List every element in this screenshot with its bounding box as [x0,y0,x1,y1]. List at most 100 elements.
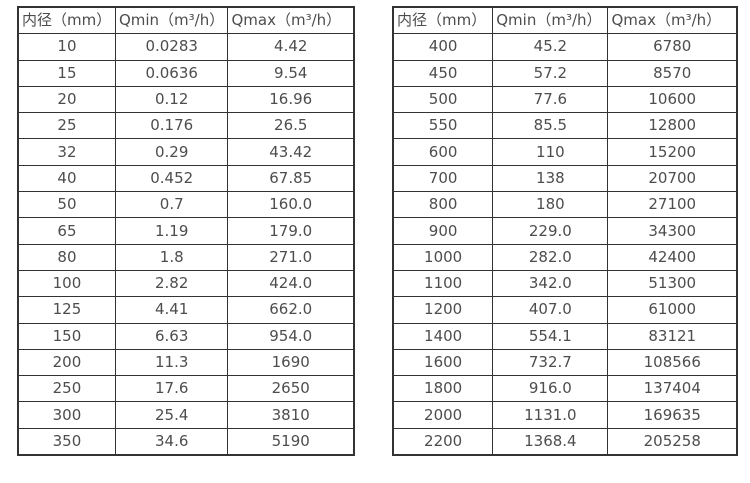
table-cell: 40 [17,164,116,193]
table-cell: 1000 [392,243,494,271]
table-cell: 350 [17,427,116,456]
table-cell: 20 [17,85,116,114]
table-cell: 80 [17,243,116,271]
table-cell: 15200 [607,138,738,166]
table-cell: 732.7 [492,348,609,377]
table-cell: 9.54 [227,59,355,87]
table-cell: 20700 [607,164,738,193]
header-cell: Qmax（m³/h） [607,6,738,35]
table-row: 600 110 15200 [392,138,738,166]
table-cell: 179.0 [227,217,355,245]
header-cell: Qmin（m³/h） [114,6,229,35]
table-cell: 424.0 [227,269,355,298]
table-cell: 1100 [392,269,494,298]
table-cell: 550 [392,112,494,140]
table-cell: 407.0 [492,296,609,324]
table-cell: 700 [392,164,494,193]
table-cell: 1.8 [114,243,229,271]
table-row: 800 180 27100 [392,191,738,219]
table-cell: 8570 [607,59,738,87]
table-cell: 160.0 [227,191,355,219]
table-cell: 800 [392,191,494,219]
table-cell: 83121 [607,322,738,350]
table-body: 10 0.0283 4.42 15 0.0636 9.54 20 0.12 16.96 25 0.1… [17,33,355,456]
table-row: 40 0.452 67.85 [17,164,355,193]
table-header: 内径（mm） Qmin（m³/h） Qmax（m³/h） [392,6,738,35]
table-row: 65 1.19 179.0 [17,217,355,245]
table-cell: 600 [392,138,494,166]
header-cell: 内径（mm） [17,6,116,35]
table-cell: 125 [17,296,116,324]
table-cell: 137404 [607,375,738,403]
table-cell: 1368.4 [492,427,609,456]
table-cell: 50 [17,191,116,219]
table-row: 125 4.41 662.0 [17,296,355,324]
table-cell: 954.0 [227,322,355,350]
header-row: 内径（mm） Qmin（m³/h） Qmax（m³/h） [17,6,355,35]
table-cell: 25 [17,112,116,140]
table-row: 350 34.6 5190 [17,427,355,456]
table-row: 1100 342.0 51300 [392,269,738,298]
table-cell: 2.82 [114,269,229,298]
table-cell: 2000 [392,401,494,429]
table-row: 25 0.176 26.5 [17,112,355,140]
table-cell: 0.452 [114,164,229,193]
table-cell: 45.2 [492,33,609,61]
table-cell: 4.41 [114,296,229,324]
flow-spec-table-large-diameters: 内径（mm） Qmin（m³/h） Qmax（m³/h） 400 45.2 6780 45… [392,6,738,457]
header-cell: Qmax（m³/h） [227,6,355,35]
table-cell: 10600 [607,85,738,114]
table-row: 550 85.5 12800 [392,112,738,140]
table-cell: 271.0 [227,243,355,271]
table-cell: 662.0 [227,296,355,324]
table-cell: 0.12 [114,85,229,114]
table-row: 500 77.6 10600 [392,85,738,114]
table-row: 100 2.82 424.0 [17,269,355,298]
table-cell: 2650 [227,375,355,403]
table-cell: 1400 [392,322,494,350]
table-row: 1400 554.1 83121 [392,322,738,350]
table-cell: 67.85 [227,164,355,193]
table-row: 2200 1368.4 205258 [392,427,738,456]
table-row: 20 0.12 16.96 [17,85,355,114]
table-cell: 77.6 [492,85,609,114]
table-cell: 65 [17,217,116,245]
table-cell: 250 [17,375,116,403]
header-row: 内径（mm） Qmin（m³/h） Qmax（m³/h） [392,6,738,35]
table-header: 内径（mm） Qmin（m³/h） Qmax（m³/h） [17,6,355,35]
header-cell: Qmin（m³/h） [492,6,609,35]
table-cell: 0.29 [114,138,229,166]
table-cell: 554.1 [492,322,609,350]
table-cell: 17.6 [114,375,229,403]
table-cell: 2200 [392,427,494,456]
table-row: 450 57.2 8570 [392,59,738,87]
header-cell: 内径（mm） [392,6,494,35]
table-row: 300 25.4 3810 [17,401,355,429]
table-cell: 0.176 [114,112,229,140]
table-body: 400 45.2 6780 450 57.2 8570 500 77.6 10600 550 85.… [392,33,738,456]
table-cell: 12800 [607,112,738,140]
table-cell: 342.0 [492,269,609,298]
table-cell: 43.42 [227,138,355,166]
table-cell: 0.0636 [114,59,229,87]
table-cell: 6.63 [114,322,229,350]
table-cell: 15 [17,59,116,87]
table-cell: 300 [17,401,116,429]
table-cell: 57.2 [492,59,609,87]
table-cell: 5190 [227,427,355,456]
table-cell: 205258 [607,427,738,456]
table-cell: 180 [492,191,609,219]
table-cell: 138 [492,164,609,193]
table-cell: 916.0 [492,375,609,403]
flow-spec-table-small-diameters: 内径（mm） Qmin（m³/h） Qmax（m³/h） 10 0.0283 4.42 1… [17,6,355,457]
table-cell: 32 [17,138,116,166]
table-cell: 61000 [607,296,738,324]
table-cell: 110 [492,138,609,166]
table-cell: 10 [17,33,116,61]
table-row: 15 0.0636 9.54 [17,59,355,87]
table-row: 1600 732.7 108566 [392,348,738,377]
table-cell: 25.4 [114,401,229,429]
table-cell: 500 [392,85,494,114]
table-cell: 1200 [392,296,494,324]
table-cell: 34300 [607,217,738,245]
